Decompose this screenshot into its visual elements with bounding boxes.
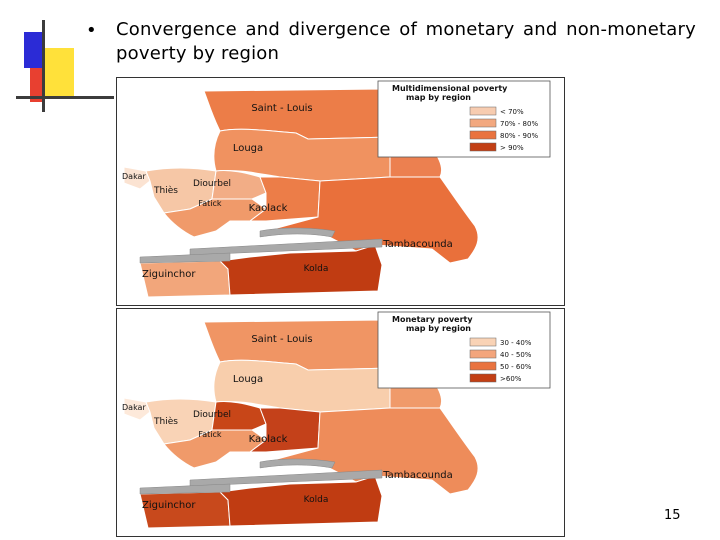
maps-svg: Saint - Louis Louga Dakar Thiès Diourbel Fati…	[116, 77, 565, 537]
river-shape	[189, 238, 383, 256]
region-fatick	[163, 429, 267, 469]
region-thies	[145, 167, 217, 214]
region-fatick	[163, 198, 267, 238]
legend-swatch	[469, 337, 497, 347]
legend-title-line1: Monetary poverty	[392, 315, 473, 324]
label-tambacounda: Tambacounda	[382, 470, 453, 481]
deco-red-square	[30, 68, 44, 102]
multidimensional-poverty-map: Saint - Louis Louga Dakar Thiès Diourbel Fati…	[116, 77, 565, 306]
label-fatick: Fatick	[198, 199, 222, 208]
label-tambacounda: Tambacounda	[382, 239, 453, 250]
region-diourbel	[211, 401, 267, 431]
label-saint-louis: Saint - Louis	[251, 334, 312, 345]
page-number: 15	[664, 508, 681, 523]
legend-title-line2: map by region	[406, 93, 471, 102]
region-dakar	[123, 397, 151, 421]
legend-swatch	[469, 373, 497, 383]
legend-label: >60%	[500, 375, 522, 383]
legend-swatch	[469, 142, 497, 152]
label-ziguinchor: Ziguinchor	[142, 500, 196, 511]
deco-yellow-square	[44, 48, 74, 98]
slide-title: Convergence and divergence of monetary a…	[116, 19, 696, 64]
river-shape	[259, 458, 336, 469]
legend-label: 30 - 40%	[500, 339, 532, 347]
label-louga: Louga	[233, 143, 263, 154]
label-louga: Louga	[233, 374, 263, 385]
legend-label: 70% - 80%	[500, 120, 538, 128]
river-shape	[259, 227, 336, 238]
deco-blue-square	[24, 32, 44, 68]
label-diourbel: Diourbel	[193, 179, 231, 189]
region-kolda	[218, 475, 383, 527]
legend-swatch	[469, 106, 497, 116]
label-kaolack: Kaolack	[249, 434, 288, 445]
monetary-poverty-map: Saint - Louis Louga Dakar Thiès Diourbel Fati…	[116, 308, 565, 537]
legend-title-line2: map by region	[406, 324, 471, 333]
legend-swatch	[469, 361, 497, 371]
legend-label: < 70%	[500, 108, 524, 116]
label-fatick: Fatick	[198, 430, 222, 439]
legend-swatch	[469, 118, 497, 128]
region-kaolack	[248, 176, 321, 222]
legend-box	[377, 80, 551, 158]
label-kolda: Kolda	[304, 264, 329, 274]
region-kolda	[218, 244, 383, 296]
label-thies: Thiès	[153, 185, 178, 196]
region-dakar	[123, 166, 151, 190]
legend-swatch	[469, 130, 497, 140]
deco-vertical-line	[42, 20, 45, 112]
title-bullet: •	[86, 20, 97, 41]
legend-title-line1: Multidimensional poverty	[392, 84, 508, 93]
region-kaolack	[248, 407, 321, 453]
label-dakar: Dakar	[122, 172, 146, 181]
label-saint-louis: Saint - Louis	[251, 103, 312, 114]
river-shape	[189, 469, 383, 487]
label-kolda: Kolda	[304, 495, 329, 505]
legend-label: 50 - 60%	[500, 363, 532, 371]
deco-horizontal-line	[16, 96, 114, 99]
poverty-maps-figure: Saint - Louis Louga Dakar Thiès Diourbel Fati…	[116, 77, 566, 539]
label-diourbel: Diourbel	[193, 410, 231, 420]
legend-label: 80% - 90%	[500, 132, 538, 140]
river-shape	[139, 252, 231, 264]
legend-label: > 90%	[500, 144, 524, 152]
label-thies: Thiès	[153, 416, 178, 427]
river-shape	[139, 483, 231, 495]
region-diourbel	[211, 170, 267, 200]
label-ziguinchor: Ziguinchor	[142, 269, 196, 280]
legend-label: 40 - 50%	[500, 351, 532, 359]
label-kaolack: Kaolack	[249, 203, 288, 214]
label-dakar: Dakar	[122, 403, 146, 412]
legend-box	[377, 311, 551, 389]
legend-swatch	[469, 349, 497, 359]
region-thies	[145, 398, 217, 445]
